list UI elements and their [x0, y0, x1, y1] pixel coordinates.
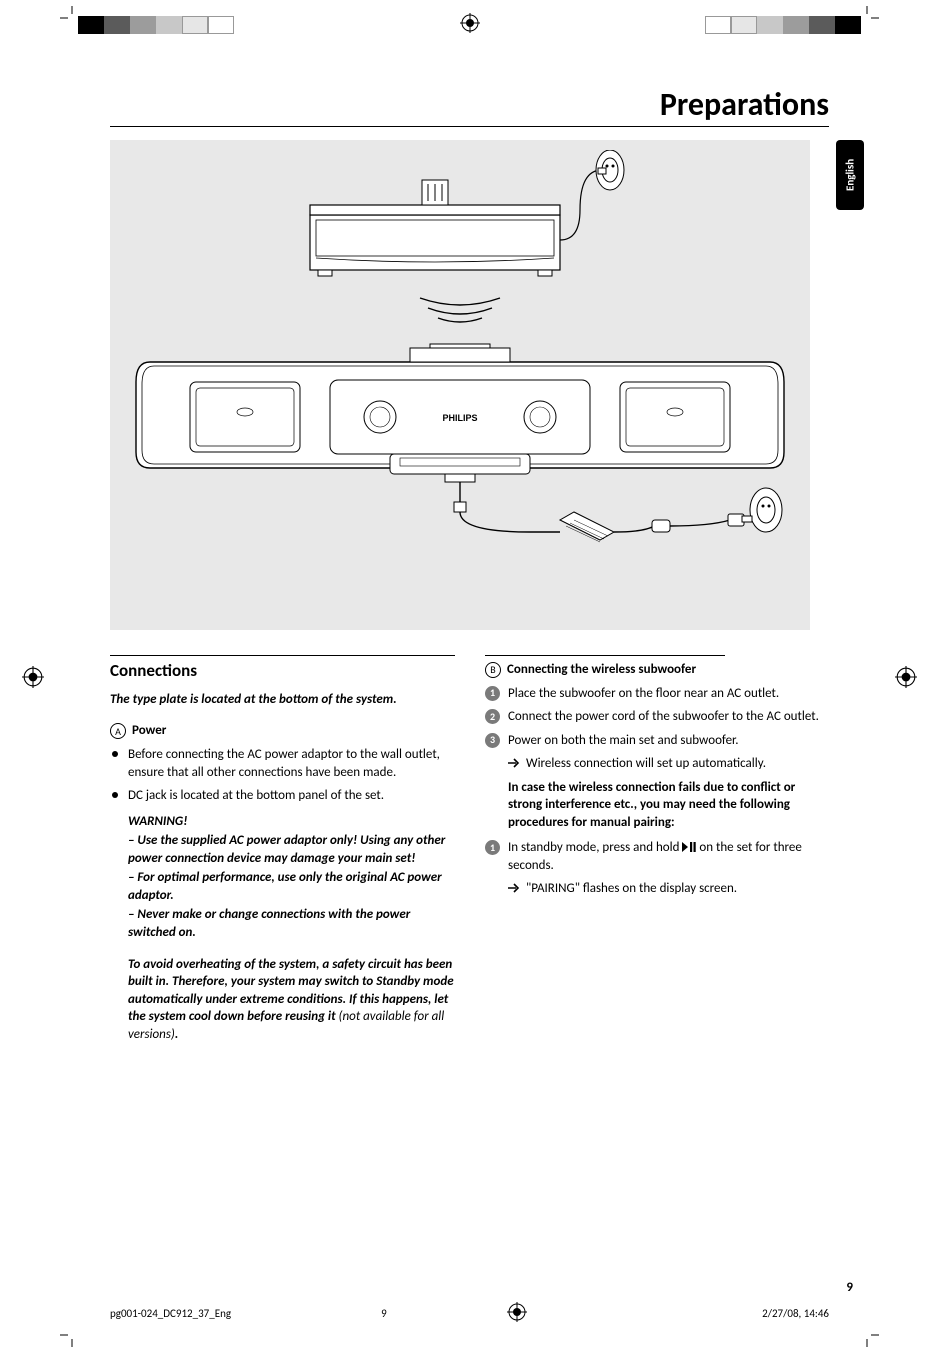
crop-mark-icon [60, 1323, 84, 1347]
warning-line: – Use the supplied AC power adaptor only… [128, 832, 455, 867]
printer-marks-bottom [0, 1313, 939, 1343]
result-row: Wireless connection will set up automati… [485, 755, 830, 773]
warning-heading: WARNING! [128, 813, 455, 831]
bullet-text: DC jack is located at the bottom panel o… [128, 787, 384, 805]
warning-block: WARNING! – Use the supplied AC power ada… [110, 813, 455, 942]
connection-diagram: PHILIPS [110, 140, 810, 630]
registration-mark-icon [895, 666, 917, 688]
wireless-waves-icon [400, 292, 520, 326]
page-number: 9 [846, 1280, 853, 1295]
bullet-item: Before connecting the AC power adaptor t… [110, 746, 455, 781]
safety-suffix: . [175, 1027, 178, 1042]
right-column: B Connecting the wireless subwoofer 1 Pl… [485, 655, 830, 1043]
printer-marks-top [0, 10, 939, 40]
registration-mark-icon [460, 13, 480, 38]
result-text: "PAIRING" flashes on the display screen. [526, 880, 737, 898]
step-row: 3 Power on both the main set and subwoof… [485, 732, 830, 750]
crop-mark-icon [855, 6, 879, 30]
warning-line: – Never make or change connections with … [128, 906, 455, 941]
step-text: Power on both the main set and subwoofer… [508, 732, 739, 750]
brand-label: PHILIPS [442, 413, 477, 423]
arrow-right-icon [508, 883, 520, 893]
main-unit-icon: PHILIPS [130, 332, 790, 552]
bullet-text: Before connecting the AC power adaptor t… [128, 746, 455, 781]
fail-instruction: In case the wireless connection fails du… [485, 779, 830, 832]
registration-mark-icon [22, 666, 44, 688]
power-title: Power [132, 722, 166, 740]
play-pause-icon [682, 842, 696, 852]
safety-block: To avoid overheating of the system, a sa… [110, 956, 455, 1044]
step-row: 1 In standby mode, press and hold on the… [485, 839, 830, 874]
section-b-head: B Connecting the wireless subwoofer [485, 661, 830, 679]
result-text: Wireless connection will set up automati… [526, 755, 766, 773]
page-title: Preparations [660, 85, 829, 124]
step-number-icon: 3 [485, 733, 500, 748]
bullet-item: DC jack is located at the bottom panel o… [110, 787, 455, 805]
subwoofer-title: Connecting the wireless subwoofer [507, 661, 696, 679]
step-number-icon: 1 [485, 840, 500, 855]
language-tab: English [836, 140, 864, 210]
result-row: "PAIRING" flashes on the display screen. [485, 880, 830, 898]
connections-heading: Connections [110, 655, 455, 683]
manual-prefix: In standby mode, press and hold [508, 840, 682, 855]
type-plate-note: The type plate is located at the bottom … [110, 691, 455, 709]
section-a-head: A Power [110, 722, 455, 740]
step-text: Connect the power cord of the subwoofer … [508, 708, 819, 726]
step-number-icon: 1 [485, 686, 500, 701]
crop-mark-icon [855, 1323, 879, 1347]
step-row: 1 Place the subwoofer on the floor near … [485, 685, 830, 703]
subwoofer-icon [290, 150, 630, 300]
bullet-icon [112, 751, 118, 757]
content-columns: Connections The type plate is located at… [110, 655, 830, 1043]
manual-step-text: In standby mode, press and hold on the s… [508, 839, 830, 874]
step-row: 2 Connect the power cord of the subwoofe… [485, 708, 830, 726]
circle-letter-b-icon: B [485, 662, 501, 678]
left-column: Connections The type plate is located at… [110, 655, 455, 1043]
step-number-icon: 2 [485, 709, 500, 724]
bullet-icon [112, 792, 118, 798]
warning-line: – For optimal performance, use only the … [128, 869, 455, 904]
arrow-right-icon [508, 758, 520, 768]
step-text: Place the subwoofer on the floor near an… [508, 685, 779, 703]
circle-letter-a-icon: A [110, 723, 126, 739]
title-divider [110, 126, 829, 127]
